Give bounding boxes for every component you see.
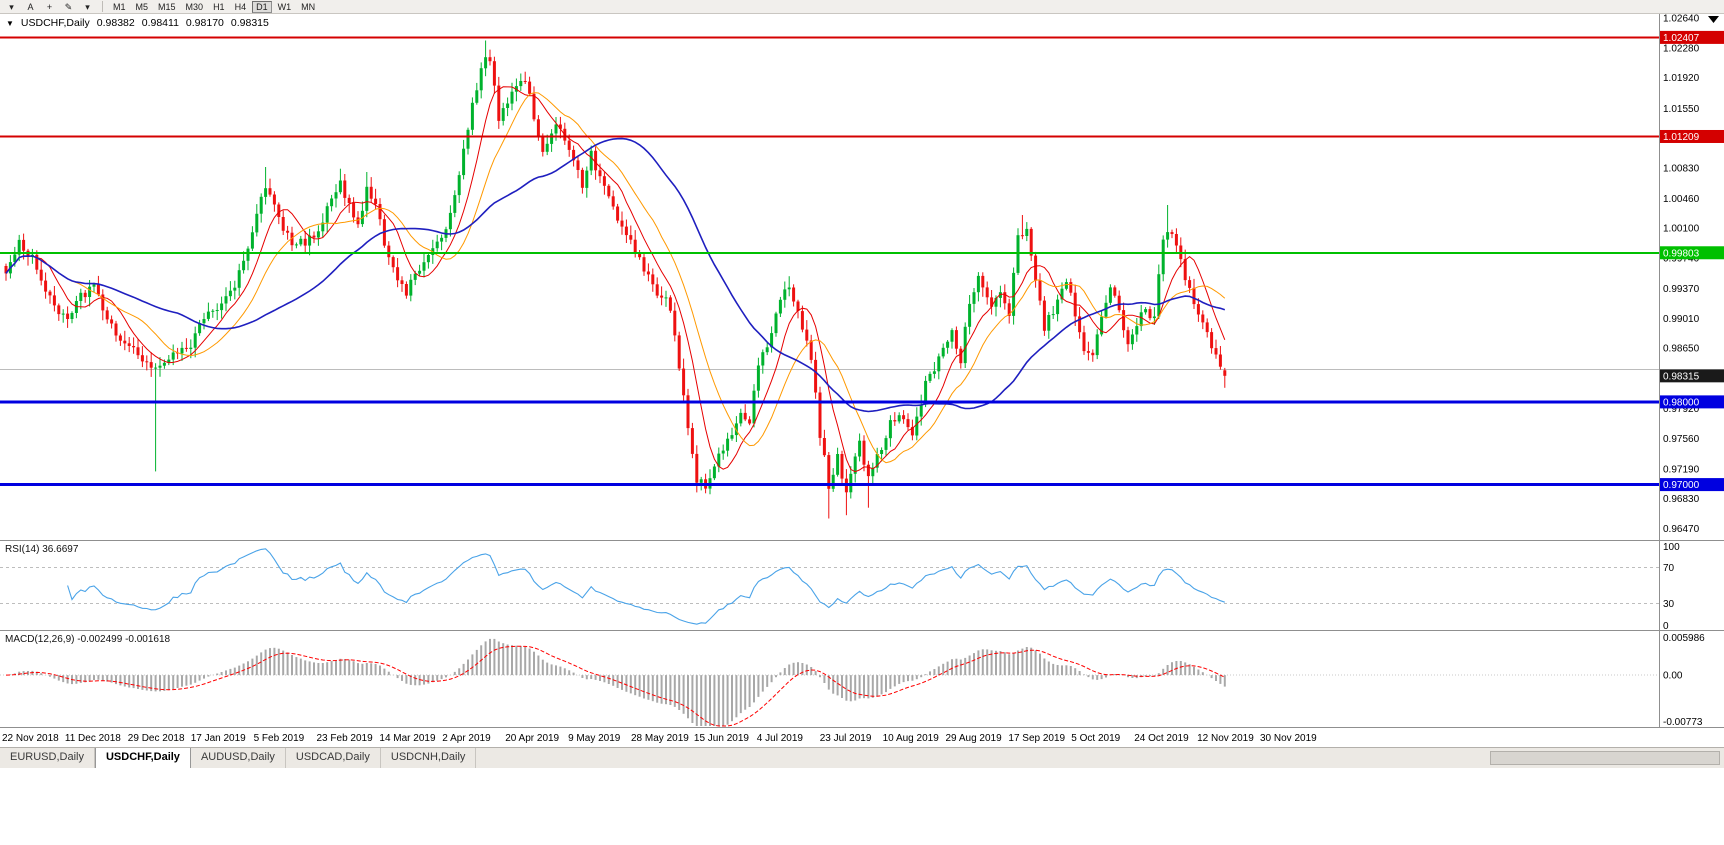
price-axis-tick: 1.01920 xyxy=(1663,73,1700,84)
time-axis-label: 15 Jun 2019 xyxy=(694,733,749,744)
time-axis-label: 5 Oct 2019 xyxy=(1071,733,1120,744)
tab-usdchf-daily[interactable]: USDCHF,Daily xyxy=(94,748,191,768)
time-axis-label: 2 Apr 2019 xyxy=(442,733,491,744)
macd-axis-tick: 0.005986 xyxy=(1663,633,1705,644)
tab-eurusd-daily[interactable]: EURUSD,Daily xyxy=(0,748,95,768)
rsi-axis-tick: 100 xyxy=(1663,542,1680,553)
price-axis-tick: 0.96830 xyxy=(1663,494,1700,505)
chart-canvas[interactable]: 1.02640 1.02280 1.01920 1.01550 1.00830 1.004… xyxy=(0,14,1724,747)
moving-average-40 xyxy=(5,137,1226,413)
tool-crosshair-tool-icon[interactable]: + xyxy=(46,1,53,12)
ohlc-header: ▼ USDCHF,Daily 0.98382 0.98411 0.98170 0… xyxy=(6,17,269,29)
symbol-dropdown-icon[interactable]: ▼ xyxy=(6,18,14,28)
time-axis[interactable]: 22 Nov 2018 11 Dec 2018 29 Dec 2018 17 Jan … xyxy=(2,733,1317,744)
time-axis-label: 20 Apr 2019 xyxy=(505,733,559,744)
hline-axis-badge xyxy=(1660,246,1724,260)
price-axis-tick: 1.02280 xyxy=(1663,43,1700,54)
candles-layer xyxy=(4,40,1227,519)
price-axis-tick: 0.97920 xyxy=(1663,404,1700,415)
scroll-to-end-marker[interactable] xyxy=(1708,16,1719,23)
time-axis-label: 14 Mar 2019 xyxy=(379,733,436,744)
time-axis-label: 23 Feb 2019 xyxy=(317,733,374,744)
chart-tabs: EURUSD,Daily USDCHF,Daily AUDUSD,Daily USDC… xyxy=(0,747,1724,768)
timeframe-h4[interactable]: H4 xyxy=(234,1,247,12)
time-axis-label: 29 Aug 2019 xyxy=(946,733,1003,744)
tab-audusd-daily[interactable]: AUDUSD,Daily xyxy=(191,748,286,768)
hline-axis-badge-text: 1.02407 xyxy=(1663,33,1700,44)
tool-draw-tools-icon[interactable]: ✎ xyxy=(64,1,73,12)
open-value: 0.98382 xyxy=(96,17,135,29)
rsi-axis-tick: 0 xyxy=(1663,621,1669,632)
price-axis-tick: 1.00460 xyxy=(1663,194,1700,205)
price-axis-tick: 1.01550 xyxy=(1663,104,1700,115)
macd-histogram xyxy=(5,638,1226,726)
current-price-badge xyxy=(1660,369,1724,383)
hline-axis-badge-text: 0.99803 xyxy=(1663,248,1700,259)
timeframe-w1[interactable]: W1 xyxy=(277,1,292,12)
timeframe-m1[interactable]: M1 xyxy=(113,1,126,12)
time-axis-label: 11 Dec 2018 xyxy=(65,733,121,744)
macd-indicator-label: MACD(12,26,9) -0.002499 -0.001618 xyxy=(5,634,171,645)
time-axis-label: 29 Dec 2018 xyxy=(128,733,185,744)
timeframe-m5[interactable]: M5 xyxy=(135,1,149,12)
macd-axis-tick: -0.00773 xyxy=(1663,717,1703,728)
timeframe-d1[interactable]: D1 xyxy=(252,0,272,13)
price-axis-tick: 0.96470 xyxy=(1663,524,1700,535)
timeframe-m15[interactable]: M15 xyxy=(158,1,176,12)
time-axis-label: 4 Jul 2019 xyxy=(757,733,804,744)
tool-chart-menu-icon[interactable]: ▾ xyxy=(9,1,14,12)
tab-usdcnh-daily[interactable]: USDCNH,Daily xyxy=(381,748,477,768)
hline-axis-badge-text: 0.98000 xyxy=(1663,397,1700,408)
time-axis-label: 17 Sep 2019 xyxy=(1008,733,1065,744)
time-axis-label: 9 May 2019 xyxy=(568,733,621,744)
hline-axis-badge-text: 1.01209 xyxy=(1663,132,1700,143)
moving-average-16 xyxy=(5,92,1226,464)
moving-average-8 xyxy=(5,86,1226,473)
price-axis-tick: 1.00830 xyxy=(1663,163,1700,174)
time-axis-label: 23 Jul 2019 xyxy=(820,733,872,744)
horizontal-scrollbar-thumb[interactable] xyxy=(1490,751,1720,765)
rsi-axis-tick: 70 xyxy=(1663,563,1675,574)
time-axis-label: 12 Nov 2019 xyxy=(1197,733,1254,744)
price-axis-tick: 0.99010 xyxy=(1663,314,1700,325)
rsi-indicator-label: RSI(14) 36.6697 xyxy=(5,544,79,555)
price-axis-tick: 1.02640 xyxy=(1663,14,1700,25)
high-value: 0.98411 xyxy=(141,17,179,29)
symbol-label: USDCHF,Daily xyxy=(20,17,90,29)
hline-axis-badge-text: 0.97000 xyxy=(1663,480,1700,491)
hline-axis-badge xyxy=(1660,478,1724,492)
hline-axis-badge xyxy=(1660,129,1724,143)
time-axis-label: 10 Aug 2019 xyxy=(883,733,940,744)
price-axis-tick: 0.99370 xyxy=(1663,284,1700,295)
hline-axis-badge xyxy=(1660,30,1724,44)
price-axis-tick: 0.97190 xyxy=(1663,464,1700,475)
price-axis-tick: 0.98650 xyxy=(1663,344,1700,355)
timeframe-h1[interactable]: H1 xyxy=(213,1,225,12)
time-axis-label: 24 Oct 2019 xyxy=(1134,733,1189,744)
macd-axis-tick: 0.00 xyxy=(1663,671,1683,682)
rsi-line xyxy=(67,548,1225,625)
toolbar-separator xyxy=(102,1,103,12)
low-value: 0.98170 xyxy=(185,17,224,29)
current-price-badge-text: 0.98315 xyxy=(1663,371,1700,382)
hline-axis-badge xyxy=(1660,395,1724,409)
time-axis-label: 5 Feb 2019 xyxy=(254,733,305,744)
price-axis[interactable]: 1.02640 1.02280 1.01920 1.01550 1.00830 1.004… xyxy=(1663,14,1700,535)
close-value: 0.98315 xyxy=(230,17,269,29)
tab-usdcad-daily[interactable]: USDCAD,Daily xyxy=(286,748,381,768)
price-axis-tick: 0.97560 xyxy=(1663,434,1700,445)
macd-signal-line xyxy=(5,645,1226,727)
time-axis-label: 28 May 2019 xyxy=(631,733,689,744)
time-axis-label: 17 Jan 2019 xyxy=(191,733,246,744)
time-axis-label: 30 Nov 2019 xyxy=(1260,733,1317,744)
timeframe-m30[interactable]: M30 xyxy=(185,1,204,12)
tool-text-tool-icon[interactable]: A xyxy=(27,1,34,12)
toolbar: ▾ A + ✎ ▾ M1 M5 M15 M30 H1 H4 D1 W1 MN xyxy=(0,0,1724,14)
price-axis-tick: 1.00100 xyxy=(1663,224,1700,235)
tool-draw-tools-more-icon[interactable]: ▾ xyxy=(85,1,90,12)
time-axis-label: 22 Nov 2018 xyxy=(2,733,59,744)
rsi-axis-tick: 30 xyxy=(1663,599,1675,610)
timeframe-mn[interactable]: MN xyxy=(301,1,316,12)
